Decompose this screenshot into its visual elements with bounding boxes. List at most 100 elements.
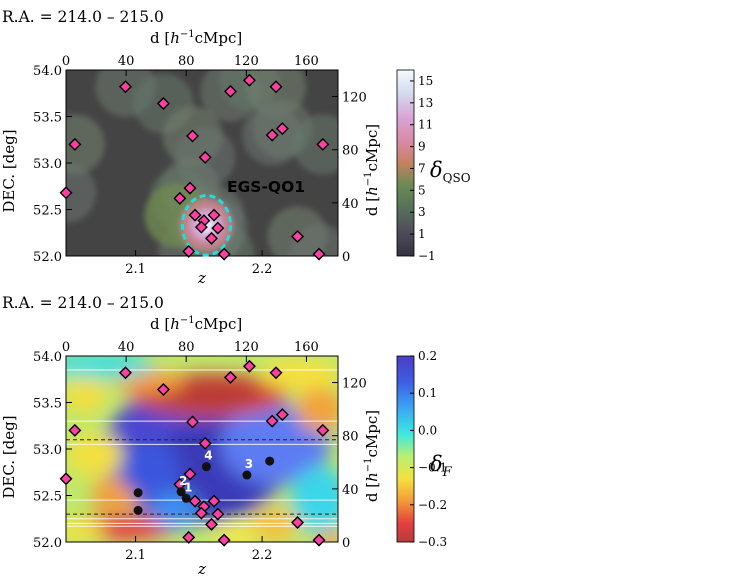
right-tick-label: 0 xyxy=(342,250,350,265)
qso-marker xyxy=(204,517,218,531)
x-tick-label: 2.2 xyxy=(252,262,273,277)
qso-marker xyxy=(207,208,221,222)
qso-marker xyxy=(186,415,200,429)
qso-marker xyxy=(291,515,305,529)
top-tick-label: 120 xyxy=(234,54,259,69)
axis-ticks: 2.1 2.252.052.553.053.554.00 40 80 120 160040… xyxy=(33,340,367,563)
qso-marker xyxy=(312,247,326,261)
flux-contrast-field xyxy=(66,356,338,542)
ra-range-label: R.A. = 214.0 – 215.0 xyxy=(2,294,164,312)
qso-marker xyxy=(269,80,283,94)
qso-marker xyxy=(182,244,196,258)
top-tick-label: 120 xyxy=(234,340,259,355)
right-tick-label: 80 xyxy=(342,430,359,445)
colorbar-tick-label: 11 xyxy=(418,118,433,132)
qso-marker xyxy=(217,533,231,547)
qso-marker xyxy=(211,221,225,235)
qso-marker xyxy=(118,80,132,94)
right-tick-label: 40 xyxy=(342,483,359,498)
top-tick-label: 160 xyxy=(294,340,319,355)
flux-blob xyxy=(66,356,155,379)
qso-marker xyxy=(242,359,256,373)
qso-marker xyxy=(183,467,197,481)
colorbar-tick-label: −0.3 xyxy=(418,535,447,549)
y-tick-label: 54.0 xyxy=(33,64,62,79)
qso-marker xyxy=(275,408,289,422)
galaxy-number-label: 2 xyxy=(179,474,187,488)
galaxy-number-label: 1 xyxy=(184,480,192,494)
qso-overdensity-panel: R.A. = 214.0 – 215.0 d [h−1cMpc] 2.1 2.2 5… xyxy=(0,8,471,287)
galaxy-point xyxy=(265,456,275,466)
colorbar-tick-label: −0.2 xyxy=(418,498,447,512)
galaxy-point xyxy=(242,470,252,480)
galaxy-point xyxy=(176,487,186,497)
qso-marker xyxy=(188,494,202,508)
top-tick-label: 80 xyxy=(178,340,195,355)
qso-marker xyxy=(198,150,212,164)
top-axis-label: d [h−1cMpc] xyxy=(150,315,242,333)
qso-marker xyxy=(68,423,82,437)
top-tick-label: 40 xyxy=(118,340,135,355)
galaxy-point xyxy=(133,488,143,498)
qso-marker xyxy=(269,366,283,380)
right-tick-label: 120 xyxy=(342,91,367,106)
right-tick-label: 40 xyxy=(342,197,359,212)
x-tick-label: 2.2 xyxy=(252,548,273,563)
right-tick-label: 120 xyxy=(342,377,367,392)
x-axis-label: z xyxy=(197,560,206,578)
right-axis-label: d [h−1cMpc] xyxy=(363,124,381,216)
colorbar-tick-label: 7 xyxy=(418,161,426,175)
qso-marker xyxy=(194,220,208,234)
flux-blob xyxy=(260,359,338,391)
axis-ticks: 2.1 2.252.052.553.053.554.00 40 80 120 160040… xyxy=(33,54,367,277)
numbered-objects: 12 3 4 xyxy=(133,449,275,515)
qso-marker xyxy=(223,370,237,384)
colorbar-tick-label: 13 xyxy=(418,96,433,110)
flux-blob xyxy=(120,442,180,498)
heatmap-area xyxy=(66,356,338,542)
y-tick-label: 52.5 xyxy=(33,490,62,505)
qso-marker xyxy=(156,96,170,110)
qso-marker xyxy=(211,507,225,521)
qso-marker xyxy=(173,191,187,205)
qso-marker xyxy=(265,128,279,142)
protocluster-label: EGS-QO1 xyxy=(227,178,305,196)
qso-marker xyxy=(312,533,326,547)
qso-halo xyxy=(292,114,338,175)
colorbar xyxy=(396,355,415,543)
y-tick-label: 52.5 xyxy=(33,204,62,219)
colorbar-tick-label: 0.1 xyxy=(418,386,437,400)
colorbar-tick-label: 3 xyxy=(418,205,426,219)
colorbar-tick-label: 0.0 xyxy=(418,423,437,437)
y-axis-label: DEC. [deg] xyxy=(0,415,18,498)
flux-blob xyxy=(250,508,300,542)
colorbar-label: δF xyxy=(430,452,453,480)
flux-blob xyxy=(66,520,105,540)
igm-tomography-panel: R.A. = 214.0 – 215.0 d [h−1cMpc] xyxy=(0,294,453,578)
ra-range-label: R.A. = 214.0 – 215.0 xyxy=(2,8,164,26)
colorbar-tick-label: 0.2 xyxy=(418,349,437,363)
galaxy-point xyxy=(201,462,211,472)
right-tick-label: 80 xyxy=(342,144,359,159)
colorbar-tick-label: −0.1 xyxy=(418,461,447,475)
qso-marker xyxy=(207,494,221,508)
qso-halo xyxy=(66,162,96,223)
qso-marker xyxy=(291,229,305,243)
qso-marker xyxy=(118,366,132,380)
qso-marker xyxy=(275,122,289,136)
qso-marker xyxy=(182,530,196,544)
qso-marker xyxy=(265,414,279,428)
qso-marker xyxy=(188,208,202,222)
colorbar-tick-label: 5 xyxy=(418,183,426,197)
qso-marker xyxy=(198,436,212,450)
overdensity-field xyxy=(66,70,338,256)
y-tick-label: 54.0 xyxy=(33,350,62,365)
colorbar-tick-label: 15 xyxy=(418,74,433,88)
qso-marker xyxy=(316,423,330,437)
right-axis-label: d [h−1cMpc] xyxy=(363,410,381,502)
y-axis-label: DEC. [deg] xyxy=(0,129,18,212)
y-tick-label: 53.5 xyxy=(33,397,62,412)
x-tick-label: 2.1 xyxy=(125,262,146,277)
